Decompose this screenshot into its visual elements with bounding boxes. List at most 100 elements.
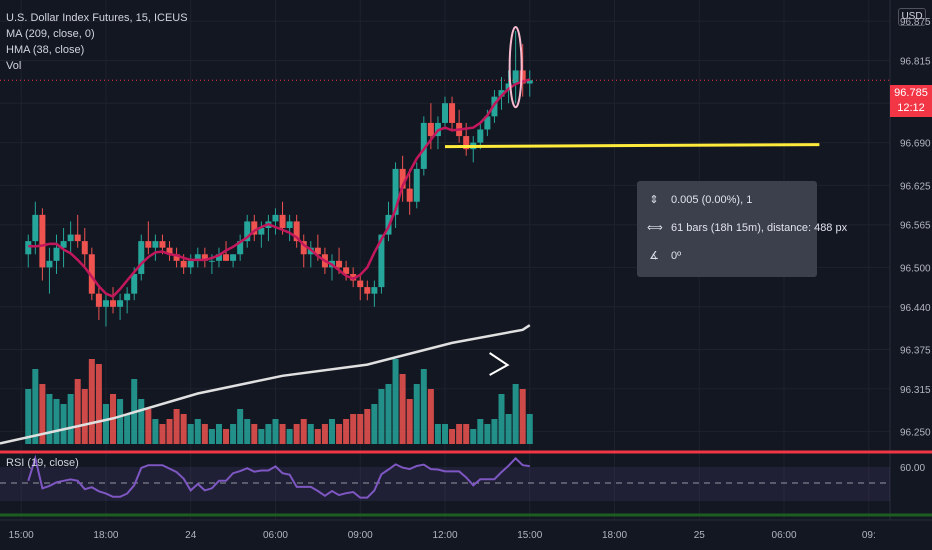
legend-ma: MA (209, close, 0): [6, 28, 95, 40]
candle-body: [427, 122, 434, 137]
volume-bar: [392, 359, 399, 444]
candle-body: [88, 254, 95, 294]
candle-body: [258, 228, 265, 235]
bar-countdown: 12:12: [897, 102, 925, 114]
volume-bar: [427, 389, 434, 444]
volume-bar: [371, 404, 378, 444]
candle-body: [110, 300, 117, 307]
candle-body: [336, 260, 343, 268]
price-tick-label: 96.315: [900, 385, 931, 396]
volume-bar: [314, 429, 321, 444]
volume-bar: [208, 429, 215, 444]
candle-body: [74, 234, 81, 242]
volume-bar: [138, 399, 145, 444]
candle-body: [244, 221, 251, 242]
volume-bar: [357, 414, 364, 444]
volume-bar: [491, 419, 498, 444]
candle-body: [293, 221, 300, 242]
volume-bar: [279, 424, 286, 444]
volume-bar: [215, 424, 222, 444]
rsi-band: [0, 467, 890, 501]
candle-body: [378, 234, 385, 288]
legend-vol: Vol: [6, 60, 22, 72]
volume-bar: [74, 379, 81, 444]
candle-body: [413, 168, 420, 202]
volume-bar: [251, 424, 258, 444]
candle-body: [152, 241, 159, 248]
time-tick-label: 25: [694, 530, 706, 541]
volume-bar: [519, 389, 526, 444]
bars-range-icon: ⟺: [647, 222, 663, 234]
volume-bar: [442, 424, 448, 444]
time-tick-label: 15:00: [9, 530, 34, 541]
volume-bar: [477, 419, 484, 444]
volume-bar: [201, 424, 208, 444]
time-tick-label: 15:00: [517, 530, 542, 541]
volume-bar: [350, 414, 357, 444]
candle-body: [526, 80, 533, 84]
volume-bar: [364, 409, 371, 444]
candle-body: [300, 241, 307, 255]
candle-body: [477, 129, 484, 143]
volume-bar: [449, 429, 456, 444]
candle-body: [251, 221, 258, 235]
volume-bar: [237, 409, 244, 444]
volume-bar: [152, 419, 159, 444]
arrow-annotation: [489, 352, 510, 376]
volume-bar: [60, 404, 67, 444]
volume-bar: [336, 424, 343, 444]
candle-body: [519, 70, 526, 84]
volume-bar: [463, 424, 470, 444]
time-tick-label: 09:: [862, 530, 876, 541]
time-tick-label: 18:00: [602, 530, 627, 541]
chart-legend: U.S. Dollar Index Futures, 15, ICEUS MA …: [6, 10, 188, 74]
volume-bar: [223, 429, 230, 444]
angle-icon: ∡: [649, 250, 659, 262]
volume-bar: [180, 414, 187, 444]
candle-body: [420, 122, 427, 169]
volume-bar: [526, 414, 533, 444]
volume-bar: [321, 424, 328, 444]
volume-bar: [187, 424, 194, 444]
price-axis-bg: [890, 0, 932, 520]
volume-bar: [32, 369, 39, 444]
candle-body: [53, 247, 60, 261]
candle-body: [498, 90, 505, 97]
candle-body: [166, 247, 173, 255]
volume-bar: [194, 419, 201, 444]
time-tick-label: 06:00: [263, 530, 288, 541]
candle-body: [237, 241, 244, 255]
candle-body: [81, 241, 88, 255]
rsi-legend: RSI (19, close): [6, 457, 79, 469]
rsi-line: [27, 454, 530, 499]
currency-badge[interactable]: USD: [898, 8, 926, 26]
volume-bar: [413, 384, 420, 444]
candle-body: [314, 247, 321, 255]
volume-bar: [166, 419, 173, 444]
measure-angle: 0º: [671, 249, 682, 262]
candle-body: [230, 254, 237, 261]
candle-body: [131, 273, 138, 294]
volume-bar: [484, 424, 491, 444]
candle-body: [60, 241, 67, 248]
volume-bar: [385, 384, 392, 444]
candle-body: [138, 241, 145, 274]
candle-body: [371, 287, 378, 294]
candle-body: [357, 280, 364, 288]
candle-body: [286, 221, 293, 228]
volume-bar: [505, 414, 512, 444]
time-tick-label: 24: [185, 530, 197, 541]
volume-bar: [434, 424, 441, 444]
candle-body: [173, 254, 180, 261]
volume-bar: [95, 364, 102, 444]
candle-body: [215, 254, 222, 261]
time-tick-label: 18:00: [93, 530, 118, 541]
volume-bar: [456, 424, 463, 444]
volume-bar: [343, 419, 350, 444]
price-tick-label: 96.690: [900, 139, 931, 150]
candle-body: [463, 136, 470, 150]
volume-bar: [378, 389, 385, 444]
candle-body: [512, 70, 519, 84]
volume-bar: [399, 374, 406, 444]
